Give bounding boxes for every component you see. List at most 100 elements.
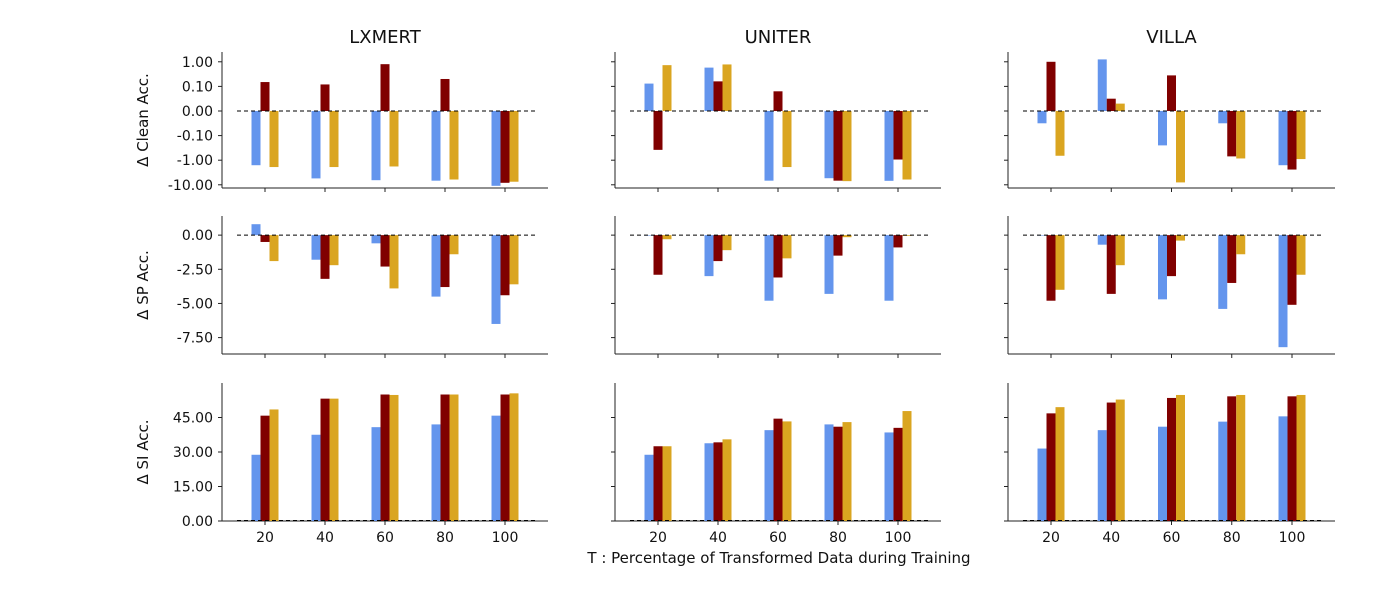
bar-series-1-t40	[1097, 235, 1107, 245]
column-title-lxmert: LXMERT	[349, 27, 421, 48]
bar-series-1-t20	[251, 224, 261, 236]
bar-series-2-t40	[320, 398, 330, 521]
bar-series-2-t60	[773, 418, 783, 521]
bar-series-3-t40	[329, 235, 339, 266]
bar-series-2-t20	[653, 235, 663, 275]
bar-series-3-t40	[1115, 103, 1125, 111]
y-tick-label: -0.10	[177, 129, 213, 145]
bar-series-2-t20	[653, 446, 663, 521]
bar-series-1-t40	[1097, 59, 1107, 111]
bar-series-2-t20	[260, 415, 270, 521]
bar-series-1-t100	[1278, 235, 1288, 348]
x-tick-label: 60	[769, 530, 787, 546]
bar-series-2-t100	[893, 427, 903, 521]
panel-uniter-row-1	[611, 52, 941, 192]
bar-series-3-t80	[842, 235, 852, 238]
bar-series-2-t80	[833, 235, 843, 256]
bar-series-1-t60	[764, 430, 774, 521]
bar-series-1-t100	[1278, 416, 1288, 521]
x-tick-label: 20	[256, 530, 274, 546]
bar-series-2-t100	[893, 235, 903, 248]
bar-series-3-t60	[782, 110, 792, 168]
bar-series-2-t60	[773, 235, 783, 278]
bar-series-3-t60	[389, 394, 399, 521]
bar-series-3-t20	[662, 446, 672, 521]
bar-series-2-t80	[440, 235, 450, 288]
bar-series-2-t80	[833, 426, 843, 521]
bar-series-1-t60	[371, 427, 381, 521]
x-tick-label: 20	[649, 530, 667, 546]
bar-series-1-t40	[311, 235, 321, 260]
bar-series-1-t20	[644, 235, 654, 236]
bar-series-3-t80	[1236, 394, 1246, 521]
bar-series-3-t40	[329, 110, 339, 168]
y-tick-label: -5.00	[177, 296, 213, 312]
bar-series-1-t100	[491, 235, 501, 324]
bar-series-3-t100	[902, 110, 912, 180]
bar-series-1-t80	[824, 110, 834, 179]
bar-series-2-t40	[713, 235, 723, 262]
x-tick-label: 80	[1223, 530, 1241, 546]
bar-series-3-t20	[269, 110, 279, 168]
bar-series-2-t100	[893, 110, 903, 160]
bar-series-1-t60	[371, 110, 381, 181]
x-tick-label: 100	[885, 530, 912, 546]
column-title-uniter: UNITER	[745, 27, 812, 48]
panel-uniter-row-2	[611, 216, 941, 358]
bar-series-1-t80	[431, 235, 441, 297]
bar-series-1-t20	[1037, 235, 1047, 236]
bar-series-3-t80	[1236, 110, 1246, 159]
bar-series-1-t60	[1158, 235, 1167, 300]
bar-series-2-t80	[1227, 110, 1237, 157]
bar-series-2-t80	[1227, 235, 1237, 283]
bar-series-2-t20	[260, 235, 270, 242]
bar-series-1-t40	[704, 443, 714, 521]
bar-series-3-t40	[722, 235, 732, 251]
y-tick-label: 0.00	[182, 228, 213, 244]
bar-series-1-t100	[1278, 110, 1288, 166]
bar-series-2-t40	[713, 81, 723, 111]
bar-series-1-t80	[824, 235, 834, 294]
bar-series-1-t80	[431, 110, 441, 181]
bar-series-1-t80	[1218, 421, 1228, 521]
y-tick-label: 1.00	[182, 55, 213, 71]
y-tick-label: -2.50	[177, 262, 213, 278]
bar-series-1-t40	[704, 67, 714, 111]
bar-series-3-t100	[509, 110, 519, 182]
bar-series-2-t60	[773, 91, 783, 111]
bar-series-1-t40	[311, 110, 321, 179]
bar-series-2-t40	[320, 235, 330, 279]
bar-series-1-t80	[431, 424, 441, 521]
bar-series-2-t60	[380, 394, 390, 521]
bar-series-3-t100	[1296, 110, 1306, 160]
bar-series-2-t40	[1106, 235, 1116, 294]
bar-series-3-t40	[722, 64, 732, 111]
bar-series-1-t100	[884, 110, 894, 181]
bar-series-1-t60	[371, 235, 381, 244]
bar-series-1-t20	[251, 110, 261, 166]
bar-series-2-t40	[1106, 402, 1116, 521]
bar-series-3-t40	[329, 398, 339, 521]
y-tick-label: 0.00	[182, 104, 213, 120]
bar-series-1-t20	[1037, 448, 1047, 521]
y-tick-label: 0.00	[182, 514, 213, 530]
bar-series-2-t40	[713, 442, 723, 521]
bar-series-3-t60	[389, 110, 399, 167]
bar-series-2-t80	[440, 78, 450, 111]
bar-series-1-t100	[884, 432, 894, 521]
bar-series-2-t20	[1046, 61, 1056, 111]
bar-series-1-t20	[251, 454, 261, 521]
bar-series-3-t100	[1296, 394, 1306, 521]
bar-series-3-t60	[1176, 235, 1185, 241]
column-title-villa: VILLA	[1146, 27, 1197, 48]
bar-series-3-t20	[662, 235, 672, 240]
panel-villa-row-3: 20 40 60 80 100	[1004, 383, 1335, 546]
y-tick-label: -1.00	[177, 153, 213, 169]
bar-series-2-t20	[260, 82, 270, 111]
bar-series-2-t100	[500, 394, 510, 521]
x-tick-label: 60	[1163, 530, 1181, 546]
bar-series-2-t80	[833, 110, 843, 181]
bar-series-3-t60	[1176, 394, 1185, 521]
bar-series-1-t60	[1158, 110, 1167, 146]
